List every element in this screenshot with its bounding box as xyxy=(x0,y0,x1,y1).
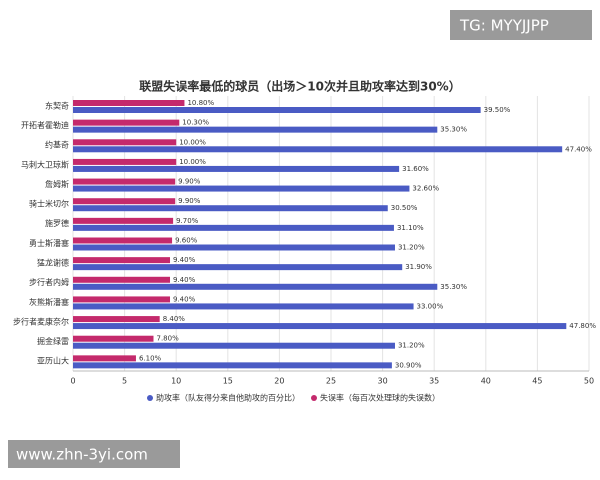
data-label: 39.50% xyxy=(484,106,511,114)
x-tick-label: 5 xyxy=(122,377,127,386)
data-label: 31.20% xyxy=(398,342,425,350)
data-label: 8.40% xyxy=(163,315,186,323)
bar xyxy=(73,323,567,330)
data-label: 9.60% xyxy=(175,237,198,245)
data-label: 10.80% xyxy=(187,99,214,107)
data-label: 30.50% xyxy=(391,204,418,212)
y-tick-label: 约基奇 xyxy=(45,140,69,150)
y-tick-label: 勇士斯潘塞 xyxy=(29,238,69,248)
y-tick-label: 施罗德 xyxy=(45,218,69,228)
x-tick-label: 40 xyxy=(481,377,491,386)
x-tick-label: 50 xyxy=(584,377,594,386)
x-tick-label: 10 xyxy=(171,377,181,386)
data-label: 10.00% xyxy=(179,138,206,146)
bar xyxy=(73,158,177,165)
y-tick-label: 步行者内姆 xyxy=(29,277,69,287)
bar xyxy=(73,303,414,310)
data-label: 6.10% xyxy=(139,354,162,362)
data-label: 47.40% xyxy=(565,145,592,153)
bar xyxy=(73,146,563,153)
data-label: 9.40% xyxy=(173,256,196,264)
legend-label: 助攻率（队友得分来自他助攻的百分比） xyxy=(156,393,300,403)
bar xyxy=(73,335,154,342)
bar xyxy=(73,126,438,133)
data-label: 47.80% xyxy=(569,322,596,330)
bar xyxy=(73,224,394,231)
watermark-top: TG: MYYJJPP xyxy=(459,17,549,35)
x-tick-label: 35 xyxy=(429,377,439,386)
x-tick-label: 0 xyxy=(70,377,75,386)
data-label: 9.70% xyxy=(176,217,199,225)
bar xyxy=(73,107,481,113)
data-label: 9.90% xyxy=(178,178,201,186)
bar xyxy=(73,264,403,271)
bar xyxy=(73,139,177,146)
bar xyxy=(73,100,185,106)
data-label: 32.60% xyxy=(412,185,439,193)
legend-label: 失误率（每百次处理球的失误数） xyxy=(320,393,440,403)
chart-title: 联盟失误率最低的球员（出场＞10次并且助攻率达到30%） xyxy=(139,79,460,94)
bar xyxy=(73,283,438,290)
y-tick-label: 马刺大卫琼斯 xyxy=(21,159,69,169)
y-tick-label: 詹姆斯 xyxy=(45,179,69,189)
x-tick-label: 20 xyxy=(274,377,284,386)
y-tick-label: 骑士米切尔 xyxy=(29,199,69,209)
x-tick-label: 30 xyxy=(378,377,388,386)
y-tick-label: 灰熊斯潘塞 xyxy=(29,297,69,307)
bar xyxy=(73,217,174,224)
legend-marker xyxy=(311,395,317,401)
x-tick-label: 15 xyxy=(223,377,233,386)
data-label: 9.90% xyxy=(178,197,201,205)
bar xyxy=(73,362,392,369)
data-label: 7.80% xyxy=(156,335,179,343)
legend-marker xyxy=(147,395,153,401)
data-label: 9.40% xyxy=(173,276,196,284)
bar xyxy=(73,198,176,205)
bar xyxy=(73,296,171,303)
watermark-box xyxy=(450,10,592,40)
data-label: 35.30% xyxy=(440,283,467,291)
data-label: 30.90% xyxy=(395,361,422,369)
bar xyxy=(73,276,171,283)
y-tick-label: 亚历山大 xyxy=(37,356,69,366)
bar xyxy=(73,342,395,349)
data-label: 35.30% xyxy=(440,126,467,134)
bar xyxy=(73,178,176,185)
bar xyxy=(73,316,160,323)
y-tick-label: 猛龙谢德 xyxy=(37,257,69,267)
y-tick-label: 开拓者霍勒迪 xyxy=(21,120,69,130)
bar xyxy=(73,185,410,192)
y-tick-label: 步行者麦康奈尔 xyxy=(13,316,69,326)
watermark-box xyxy=(8,440,180,468)
y-tick-label: 掘金绿雷 xyxy=(37,336,69,346)
bar xyxy=(73,165,400,172)
data-label: 10.30% xyxy=(182,119,209,127)
data-label: 10.00% xyxy=(179,158,206,166)
x-tick-label: 25 xyxy=(326,377,336,386)
data-label: 31.60% xyxy=(402,165,429,173)
data-label: 31.90% xyxy=(405,263,432,271)
bar xyxy=(73,244,395,251)
bar xyxy=(73,119,180,126)
watermark-bottom: www.zhn-3yi.com xyxy=(16,446,148,464)
bar xyxy=(73,257,171,264)
bar xyxy=(73,237,173,244)
data-label: 31.20% xyxy=(398,244,425,252)
x-tick-label: 45 xyxy=(532,377,542,386)
y-tick-label: 东契奇 xyxy=(45,100,69,110)
bar xyxy=(73,205,388,212)
bar xyxy=(73,355,136,362)
data-label: 33.00% xyxy=(417,302,444,310)
data-label: 9.40% xyxy=(173,295,196,303)
data-label: 31.10% xyxy=(397,224,424,232)
